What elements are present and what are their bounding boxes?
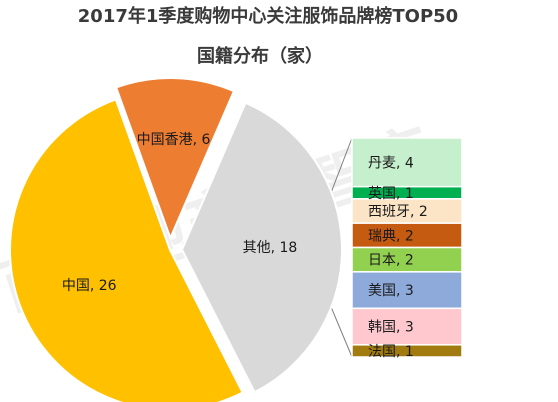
chart-title-line1: 2017年1季度购物中心关注服饰品牌榜TOP50 <box>77 6 459 27</box>
breakdown-bar <box>351 137 463 358</box>
chart-title-line2: 国籍分布（家） <box>197 46 323 67</box>
bar-segment <box>351 198 463 224</box>
bar-segment-label: 法国, 1 <box>368 344 414 360</box>
bar-segment-label: 美国, 3 <box>368 283 414 299</box>
bar-segment-label: 韩国, 3 <box>368 320 414 336</box>
pie-label: 其他, 18 <box>243 240 298 256</box>
bar-segment <box>351 307 463 346</box>
bar-segment-label: 英国, 1 <box>368 185 414 202</box>
pie-label: 中国, 26 <box>62 278 117 294</box>
bar-segment-label: 瑞典, 2 <box>368 228 414 244</box>
bar-segment <box>351 246 463 273</box>
bar-segment <box>351 344 463 358</box>
labels: 中国, 26 中国香港, 6 其他, 18 丹麦, 4 英国, 1 西班牙, 2 瑞典, 2… <box>62 132 428 360</box>
bar-segment <box>351 222 463 249</box>
bar-segment-label: 西班牙, 2 <box>368 204 428 220</box>
bar-segment <box>351 271 463 310</box>
pie-slice-hongkong <box>114 77 236 241</box>
bar-segment-label: 丹麦, 4 <box>368 155 414 171</box>
bar-segment <box>351 137 463 188</box>
pie-label: 中国香港, 6 <box>137 132 211 148</box>
pie-slice-other <box>180 101 343 394</box>
pie <box>9 77 343 402</box>
pie-slice-china <box>9 98 244 402</box>
bar-segment-label: 日本, 2 <box>368 253 414 269</box>
